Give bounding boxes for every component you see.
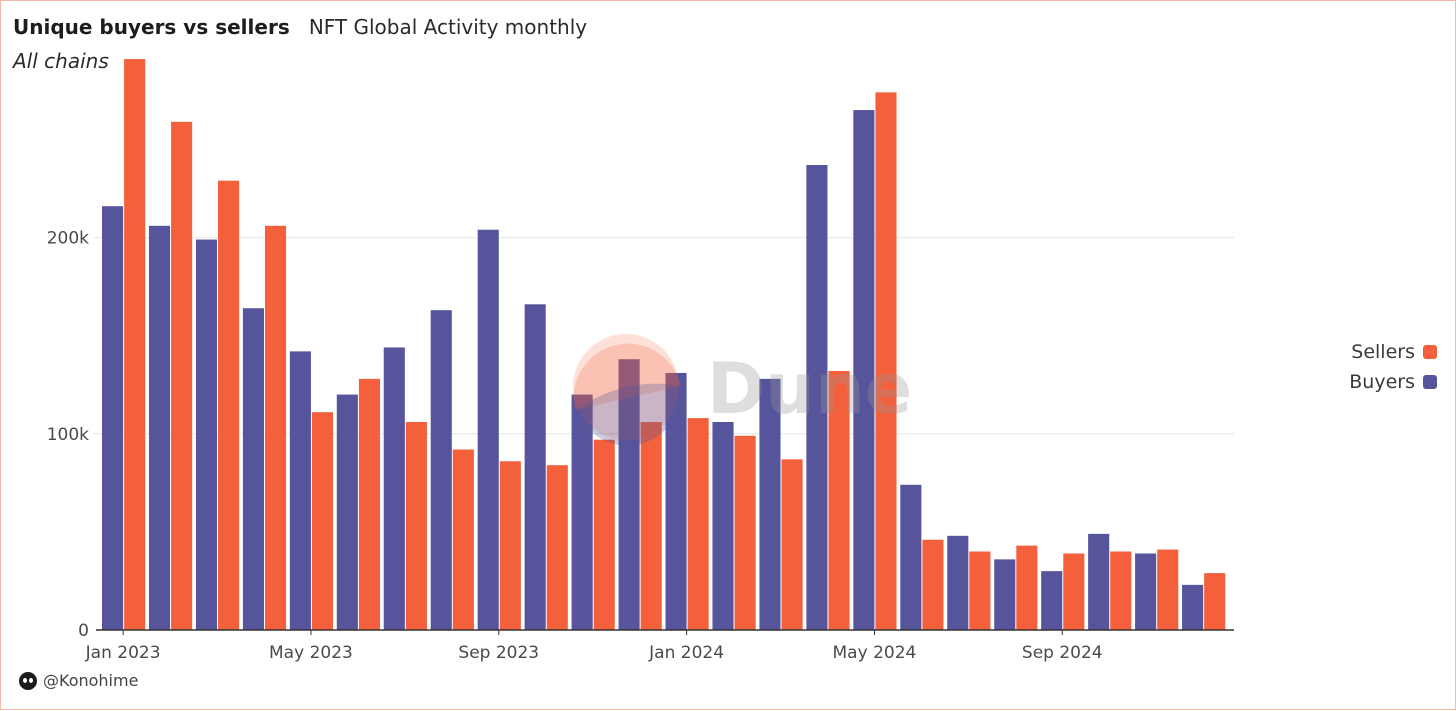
bar-sellers[interactable] bbox=[828, 371, 850, 630]
legend-label-sellers: Sellers bbox=[1351, 341, 1415, 363]
x-tick-label: Sep 2023 bbox=[458, 643, 539, 663]
bar-buyers[interactable] bbox=[994, 559, 1016, 630]
title-row: Unique buyers vs sellers NFT Global Acti… bbox=[13, 15, 587, 39]
bar-buyers[interactable] bbox=[665, 372, 687, 630]
bar-sellers[interactable] bbox=[593, 439, 615, 630]
bar-sellers[interactable] bbox=[311, 412, 334, 630]
legend-label-buyers: Buyers bbox=[1349, 371, 1415, 393]
bar-sellers[interactable] bbox=[124, 59, 146, 631]
bar-buyers[interactable] bbox=[383, 347, 405, 630]
chart-note: All chains bbox=[13, 49, 109, 73]
legend-swatch-buyers bbox=[1423, 375, 1437, 389]
bar-buyers[interactable] bbox=[1041, 571, 1063, 630]
bar-buyers[interactable] bbox=[336, 394, 358, 630]
bar-buyers[interactable] bbox=[430, 310, 452, 630]
author-avatar-icon bbox=[19, 671, 37, 690]
bar-buyers[interactable] bbox=[1135, 553, 1157, 630]
bar-sellers[interactable] bbox=[1063, 553, 1085, 630]
x-tick-label: May 2024 bbox=[833, 643, 917, 663]
bar-buyers[interactable] bbox=[853, 110, 875, 630]
x-tick-label: May 2023 bbox=[269, 643, 353, 663]
chart-title: Unique buyers vs sellers bbox=[13, 15, 290, 39]
bar-sellers[interactable] bbox=[1157, 549, 1179, 630]
bar-buyers[interactable] bbox=[1182, 584, 1204, 630]
bars-layer bbox=[102, 59, 1226, 631]
bar-buyers[interactable] bbox=[806, 164, 828, 630]
legend-swatch-sellers bbox=[1423, 345, 1437, 359]
bar-sellers[interactable] bbox=[405, 422, 427, 630]
y-tick-label: 200k bbox=[47, 229, 89, 249]
bar-sellers[interactable] bbox=[264, 225, 287, 631]
axis-layer: 0 100k 200k Jan 2023 May 2023 Sep 2023 Jan 202… bbox=[47, 229, 1234, 663]
bar-sellers[interactable] bbox=[499, 461, 521, 630]
chart-subtitle: NFT Global Activity monthly bbox=[308, 15, 588, 39]
bar-buyers[interactable] bbox=[571, 394, 593, 630]
bar-buyers[interactable] bbox=[947, 535, 969, 630]
bar-buyers[interactable] bbox=[289, 351, 311, 630]
watermark-logo-bottom bbox=[577, 383, 681, 446]
bar-sellers[interactable] bbox=[1110, 551, 1132, 630]
watermark-text: Dune bbox=[707, 348, 912, 430]
bar-buyers[interactable] bbox=[195, 239, 218, 630]
bar-buyers[interactable] bbox=[102, 206, 124, 630]
bar-buyers[interactable] bbox=[618, 359, 640, 630]
watermark-logo-top bbox=[573, 343, 681, 410]
bar-sellers[interactable] bbox=[1204, 573, 1226, 630]
bar-sellers[interactable] bbox=[546, 465, 568, 630]
bar-sellers[interactable] bbox=[687, 418, 709, 630]
x-tick-label: Jan 2024 bbox=[648, 643, 724, 663]
bar-buyers[interactable] bbox=[148, 225, 171, 631]
bar-sellers[interactable] bbox=[734, 435, 756, 630]
bar-sellers[interactable] bbox=[452, 449, 474, 630]
bar-buyers[interactable] bbox=[524, 304, 546, 630]
y-tick-label: 100k bbox=[47, 425, 89, 445]
bar-sellers[interactable] bbox=[781, 459, 803, 630]
bar-sellers[interactable] bbox=[875, 92, 897, 630]
bar-sellers[interactable] bbox=[171, 121, 193, 631]
bar-sellers[interactable] bbox=[922, 539, 944, 630]
bar-buyers[interactable] bbox=[1088, 533, 1110, 630]
y-tick-label: 0 bbox=[78, 621, 89, 641]
legend-item-sellers[interactable]: Sellers bbox=[1349, 337, 1437, 367]
legend-item-buyers[interactable]: Buyers bbox=[1349, 367, 1437, 397]
bar-sellers[interactable] bbox=[358, 378, 380, 630]
bar-buyers[interactable] bbox=[712, 422, 734, 630]
legend: Sellers Buyers bbox=[1349, 337, 1437, 397]
bar-buyers[interactable] bbox=[477, 229, 499, 631]
x-tick-label: Sep 2024 bbox=[1022, 643, 1103, 663]
bar-buyers[interactable] bbox=[900, 484, 922, 630]
bar-sellers[interactable] bbox=[1016, 545, 1038, 630]
watermark-logo-circle bbox=[573, 334, 679, 440]
bar-buyers[interactable] bbox=[242, 308, 264, 630]
bar-buyers[interactable] bbox=[759, 378, 781, 630]
bar-sellers[interactable] bbox=[218, 180, 240, 630]
bar-sellers[interactable] bbox=[969, 551, 991, 630]
watermark: Dune bbox=[573, 334, 912, 446]
bar-sellers[interactable] bbox=[640, 422, 662, 630]
x-tick-label: Jan 2023 bbox=[85, 643, 161, 663]
author-handle: @Konohime bbox=[43, 671, 139, 690]
author-credit[interactable]: @Konohime bbox=[19, 671, 138, 690]
